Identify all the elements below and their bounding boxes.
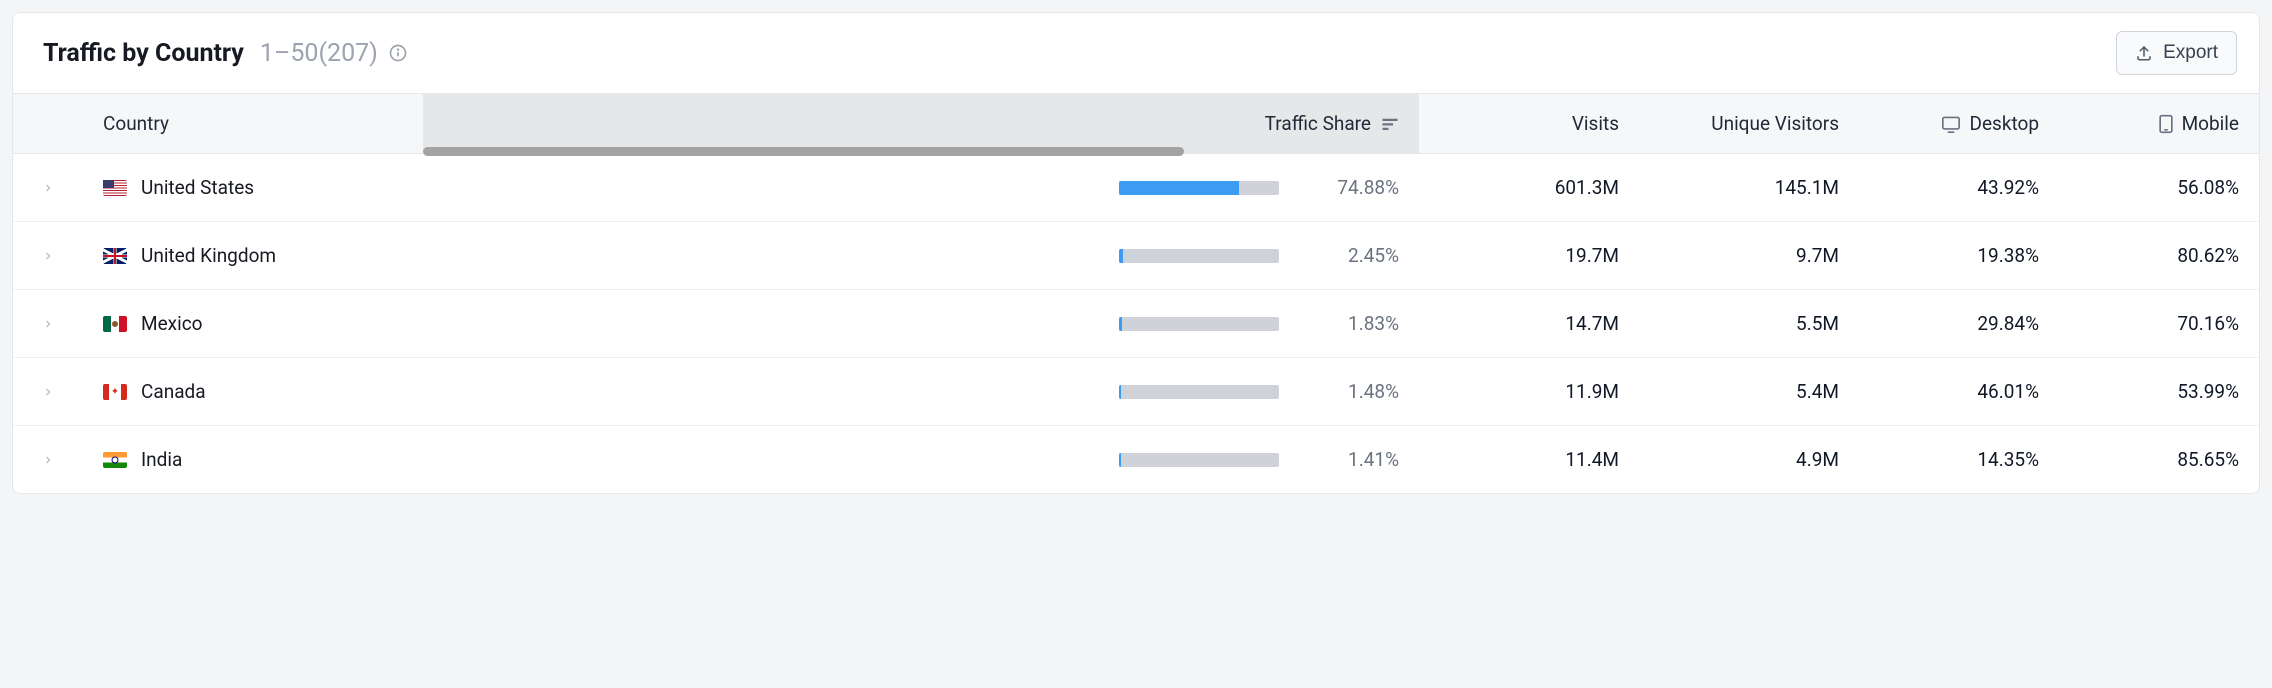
visits-cell: 14.7M <box>1419 290 1639 357</box>
country-cell[interactable]: Canada <box>83 358 423 425</box>
scrollbar-thumb[interactable] <box>423 147 1184 156</box>
desktop-cell: 14.35% <box>1859 426 2059 493</box>
table-row: United Kingdom 2.45% 19.7M 9.7M 19.38% 8… <box>13 222 2259 290</box>
flag-icon <box>103 316 127 332</box>
th-traffic-share[interactable]: Traffic Share <box>423 94 1419 153</box>
th-country-label: Country <box>103 112 169 135</box>
th-desktop-label: Desktop <box>1969 112 2039 135</box>
export-label: Export <box>2163 42 2218 64</box>
traffic-share-cell: 1.83% <box>423 290 1419 357</box>
mobile-cell: 85.65% <box>2059 426 2259 493</box>
traffic-share-pct: 2.45% <box>1303 244 1399 267</box>
country-name: United States <box>141 176 254 199</box>
traffic-share-bar <box>1119 453 1279 467</box>
th-mobile[interactable]: Mobile <box>2059 94 2259 153</box>
info-icon[interactable] <box>388 43 408 63</box>
traffic-share-bar-fill <box>1119 317 1122 331</box>
th-mobile-label: Mobile <box>2182 112 2239 135</box>
th-visits[interactable]: Visits <box>1419 94 1639 153</box>
traffic-by-country-card: Traffic by Country 1–50(207) Export Coun… <box>12 12 2260 494</box>
expand-row-button[interactable] <box>13 432 83 488</box>
unique-visitors-cell: 9.7M <box>1639 222 1859 289</box>
th-country[interactable]: Country <box>83 94 423 153</box>
th-desktop[interactable]: Desktop <box>1859 94 2059 153</box>
traffic-share-cell: 74.88% <box>423 154 1419 221</box>
flag-icon <box>103 384 127 400</box>
th-visits-label: Visits <box>1572 112 1619 135</box>
expand-row-button[interactable] <box>13 228 83 284</box>
unique-visitors-cell: 5.4M <box>1639 358 1859 425</box>
traffic-share-bar-fill <box>1119 385 1121 399</box>
desktop-icon <box>1941 115 1961 133</box>
flag-icon <box>103 180 127 196</box>
visits-cell: 11.4M <box>1419 426 1639 493</box>
expand-row-button[interactable] <box>13 364 83 420</box>
expand-row-button[interactable] <box>13 160 83 216</box>
country-cell[interactable]: United States <box>83 154 423 221</box>
desktop-cell: 46.01% <box>1859 358 2059 425</box>
country-name: United Kingdom <box>141 244 276 267</box>
country-name: Mexico <box>141 312 203 335</box>
table-header: Country Traffic Share Visits Unique Visi… <box>13 93 2259 154</box>
desktop-cell: 29.84% <box>1859 290 2059 357</box>
unique-visitors-cell: 4.9M <box>1639 426 1859 493</box>
mobile-cell: 70.16% <box>2059 290 2259 357</box>
table-body: United States 74.88% 601.3M 145.1M 43.92… <box>13 154 2259 493</box>
table-row: India 1.41% 11.4M 4.9M 14.35% 85.65% <box>13 426 2259 493</box>
country-cell[interactable]: United Kingdom <box>83 222 423 289</box>
flag-icon <box>103 452 127 468</box>
unique-visitors-cell: 145.1M <box>1639 154 1859 221</box>
traffic-share-cell: 2.45% <box>423 222 1419 289</box>
unique-visitors-cell: 5.5M <box>1639 290 1859 357</box>
traffic-share-bar <box>1119 249 1279 263</box>
traffic-share-pct: 1.83% <box>1303 312 1399 335</box>
export-button[interactable]: Export <box>2116 31 2237 75</box>
table-row: United States 74.88% 601.3M 145.1M 43.92… <box>13 154 2259 222</box>
traffic-share-bar-fill <box>1119 453 1121 467</box>
export-icon <box>2135 44 2153 62</box>
th-expand <box>13 94 83 153</box>
mobile-icon <box>2158 114 2174 134</box>
th-unique-visitors[interactable]: Unique Visitors <box>1639 94 1859 153</box>
th-traffic-share-label: Traffic Share <box>1265 112 1371 135</box>
card-title-range: 1–50(207) <box>260 39 378 68</box>
traffic-share-bar <box>1119 385 1279 399</box>
country-name: Canada <box>141 380 206 403</box>
traffic-share-pct: 1.41% <box>1303 448 1399 471</box>
desktop-cell: 19.38% <box>1859 222 2059 289</box>
traffic-share-bar <box>1119 181 1279 195</box>
traffic-share-cell: 1.41% <box>423 426 1419 493</box>
table-row: Canada 1.48% 11.9M 5.4M 46.01% 53.99% <box>13 358 2259 426</box>
visits-cell: 601.3M <box>1419 154 1639 221</box>
horizontal-scrollbar[interactable] <box>423 147 1859 156</box>
desktop-cell: 43.92% <box>1859 154 2059 221</box>
country-name: India <box>141 448 182 471</box>
card-title: Traffic by Country <box>43 39 244 68</box>
th-unique-label: Unique Visitors <box>1711 112 1839 135</box>
expand-row-button[interactable] <box>13 296 83 352</box>
traffic-share-pct: 1.48% <box>1303 380 1399 403</box>
country-cell[interactable]: Mexico <box>83 290 423 357</box>
card-header: Traffic by Country 1–50(207) Export <box>13 13 2259 93</box>
mobile-cell: 53.99% <box>2059 358 2259 425</box>
visits-cell: 11.9M <box>1419 358 1639 425</box>
title-wrap: Traffic by Country 1–50(207) <box>43 39 408 68</box>
traffic-share-pct: 74.88% <box>1303 176 1399 199</box>
sort-desc-icon <box>1381 117 1399 131</box>
mobile-cell: 56.08% <box>2059 154 2259 221</box>
mobile-cell: 80.62% <box>2059 222 2259 289</box>
traffic-share-bar-fill <box>1119 249 1123 263</box>
country-cell[interactable]: India <box>83 426 423 493</box>
traffic-share-bar-fill <box>1119 181 1239 195</box>
traffic-share-cell: 1.48% <box>423 358 1419 425</box>
flag-icon <box>103 248 127 264</box>
traffic-share-bar <box>1119 317 1279 331</box>
visits-cell: 19.7M <box>1419 222 1639 289</box>
table-row: Mexico 1.83% 14.7M 5.5M 29.84% 70.16% <box>13 290 2259 358</box>
